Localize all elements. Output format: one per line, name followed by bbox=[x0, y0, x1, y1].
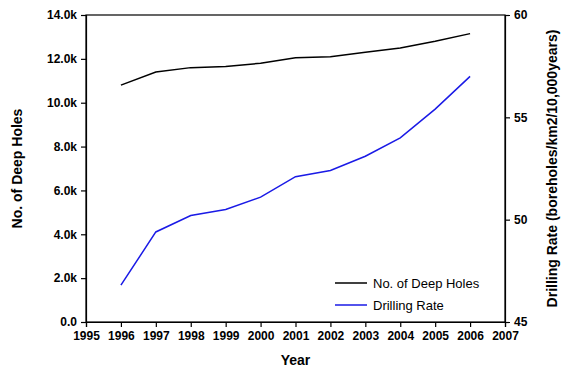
legend-label: No. of Deep Holes bbox=[373, 276, 480, 291]
tick: 1998 bbox=[178, 322, 205, 343]
tick: 60 bbox=[505, 8, 528, 22]
legend-label: Drilling Rate bbox=[373, 298, 444, 313]
tick-mark bbox=[505, 322, 510, 323]
tick-mark bbox=[505, 15, 510, 16]
tick-label: 55 bbox=[514, 111, 528, 125]
tick-label: 4.0k bbox=[54, 228, 78, 242]
tick: 8.0k bbox=[54, 140, 86, 154]
tick: 4.0k bbox=[54, 228, 86, 242]
tick-label: 1997 bbox=[143, 329, 170, 343]
tick-mark bbox=[81, 278, 86, 279]
tick-label: 50 bbox=[514, 213, 528, 227]
axis-line bbox=[87, 323, 506, 328]
tick: 2001 bbox=[283, 322, 310, 343]
x-axis-title: Year bbox=[281, 352, 311, 368]
y2-axis-title: Drilling Rate (boreholes/km2/10,000years… bbox=[544, 30, 560, 308]
tick: 2004 bbox=[387, 322, 414, 343]
tick: 2006 bbox=[457, 322, 484, 343]
chart: 1995 1996 1997 1998 1999 2000 2001 2002 2003 2004… bbox=[0, 0, 569, 377]
tick-label: 12.0k bbox=[47, 52, 77, 66]
tick-mark bbox=[400, 322, 401, 327]
tick: 45 bbox=[505, 315, 528, 329]
y2-axis: 45 50 55 60 bbox=[505, 8, 528, 329]
tick-label: 2.0k bbox=[54, 271, 78, 285]
tick: 2000 bbox=[248, 322, 275, 343]
y-axis: 0.0 2.0k 4.0k 6.0k 8.0k 10.0k 12.0k 14.0k bbox=[47, 8, 87, 329]
tick-mark bbox=[295, 322, 296, 327]
tick-label: 2004 bbox=[387, 329, 414, 343]
tick: 12.0k bbox=[47, 52, 86, 66]
series-line bbox=[121, 76, 470, 285]
tick-mark bbox=[505, 117, 510, 118]
tick-mark bbox=[81, 322, 86, 323]
tick-mark bbox=[156, 322, 157, 327]
tick-mark bbox=[121, 322, 122, 327]
tick-mark bbox=[81, 103, 86, 104]
tick-mark bbox=[81, 190, 86, 191]
tick-mark bbox=[81, 146, 86, 147]
tick-mark bbox=[365, 322, 366, 327]
tick: 50 bbox=[505, 213, 528, 227]
tick: 6.0k bbox=[54, 184, 86, 198]
tick: 10.0k bbox=[47, 96, 86, 110]
tick: 1997 bbox=[143, 322, 170, 343]
tick: 1999 bbox=[213, 322, 240, 343]
tick-label: 2005 bbox=[422, 329, 449, 343]
tick: 2005 bbox=[422, 322, 449, 343]
tick-label: 1999 bbox=[213, 329, 240, 343]
axis-line bbox=[81, 16, 87, 323]
axis-line bbox=[506, 16, 511, 323]
tick-label: 14.0k bbox=[47, 8, 77, 22]
plot: 1995 1996 1997 1998 1999 2000 2001 2002 2003 2004… bbox=[47, 8, 528, 342]
tick-mark bbox=[330, 322, 331, 327]
plot-frame bbox=[86, 15, 505, 322]
tick-label: 1998 bbox=[178, 329, 205, 343]
tick-label: 45 bbox=[514, 315, 528, 329]
tick-label: 10.0k bbox=[47, 96, 77, 110]
tick: 55 bbox=[505, 111, 528, 125]
tick-label: 2006 bbox=[457, 329, 484, 343]
tick: 2003 bbox=[352, 322, 379, 343]
tick-mark bbox=[81, 59, 86, 60]
tick: 2.0k bbox=[54, 271, 86, 285]
tick-mark bbox=[191, 322, 192, 327]
tick-mark bbox=[260, 322, 261, 327]
tick-label: 6.0k bbox=[54, 184, 78, 198]
tick-mark bbox=[470, 322, 471, 327]
x-axis: 1995 1996 1997 1998 1999 2000 2001 2002 2003 2004… bbox=[73, 322, 519, 343]
legend-swatch bbox=[335, 304, 367, 306]
y-axis-title: No. of Deep Holes bbox=[9, 108, 25, 228]
tick: 1995 bbox=[73, 322, 100, 343]
tick-label: 2001 bbox=[283, 329, 310, 343]
tick: 2002 bbox=[318, 322, 345, 343]
tick-mark bbox=[81, 15, 86, 16]
tick: 14.0k bbox=[47, 8, 86, 22]
legend: No. of Deep Holes Drilling Rate bbox=[335, 276, 480, 313]
tick-mark bbox=[226, 322, 227, 327]
tick-label: 60 bbox=[514, 8, 528, 22]
tick-mark bbox=[505, 220, 510, 221]
tick-label: 0.0 bbox=[60, 315, 77, 329]
tick-label: 2007 bbox=[492, 329, 519, 343]
tick-mark bbox=[81, 234, 86, 235]
tick-label: 1996 bbox=[108, 329, 135, 343]
legend-swatch bbox=[335, 282, 367, 284]
tick: 1996 bbox=[108, 322, 135, 343]
tick-label: 8.0k bbox=[54, 140, 78, 154]
tick-label: 2003 bbox=[352, 329, 379, 343]
tick-label: 2000 bbox=[248, 329, 275, 343]
series-line bbox=[121, 34, 470, 86]
tick: 0.0 bbox=[60, 315, 86, 329]
lines bbox=[121, 34, 470, 286]
tick-label: 2002 bbox=[318, 329, 345, 343]
tick-mark bbox=[435, 322, 436, 327]
tick-label: 1995 bbox=[73, 329, 100, 343]
